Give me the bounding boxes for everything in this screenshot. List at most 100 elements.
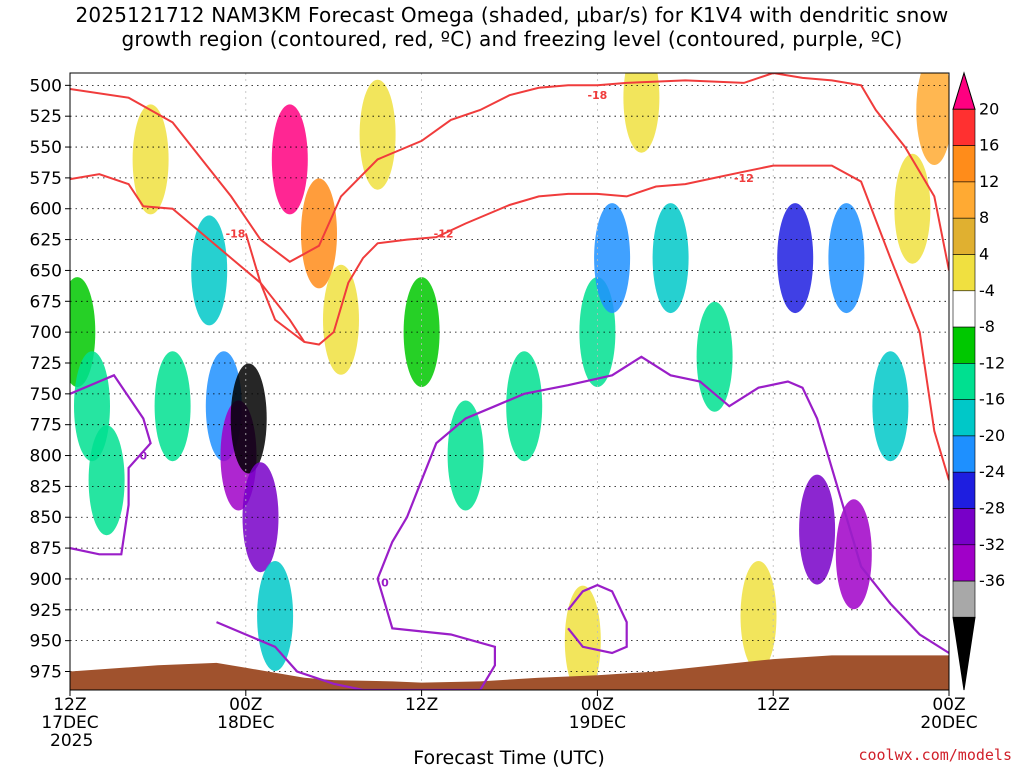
colorbar-swatch — [952, 254, 976, 292]
site-credit: coolwx.com/models — [858, 746, 1012, 764]
terrain — [70, 655, 949, 690]
x-tick-label: 12Z — [53, 695, 86, 715]
omega-cell — [154, 351, 191, 462]
freezing-contour — [70, 373, 152, 556]
y-tick-label: 800 — [30, 447, 62, 467]
gridlines — [70, 73, 949, 690]
dgz-contour-label: -12 — [734, 172, 754, 185]
x-tick-label: 17DEC — [41, 713, 98, 733]
omega-cell — [740, 561, 777, 671]
freezing-contour-label: 0 — [381, 577, 389, 590]
colorbar-label: 16 — [979, 136, 999, 155]
dgz-contour — [244, 233, 306, 343]
colorbar-label: 20 — [979, 99, 999, 118]
omega-cell — [696, 301, 733, 412]
y-tick-label: 950 — [30, 632, 62, 652]
colorbar-swatch — [952, 544, 976, 582]
y-tick-label: 675 — [30, 292, 62, 312]
omega-cell — [447, 400, 484, 511]
y-tick-label: 700 — [30, 323, 62, 343]
colorbar: 20 16 12 8 4 -4 -8 -12 -16 -20 -24 -28 -32 -36 — [952, 71, 1005, 691]
omega-cell — [132, 104, 169, 215]
dgz-contour-label: -18 — [226, 227, 246, 240]
freezing-contour — [567, 583, 628, 655]
freezing-contour — [216, 355, 949, 690]
y-tick-label: 625 — [30, 231, 62, 251]
colorbar-swatch — [952, 290, 976, 328]
colorbar-swatch — [952, 399, 976, 437]
x-axis-label: Forecast Time (UTC) — [413, 747, 604, 768]
x-tick-label: 00Z — [581, 695, 614, 715]
colorbar-swatch — [952, 145, 976, 183]
colorbar-bottom-arrow — [952, 616, 976, 691]
colorbar-swatch — [952, 580, 976, 618]
colorbar-label: -24 — [979, 462, 1005, 481]
y-tick-label: 525 — [30, 107, 62, 127]
omega-cell — [191, 215, 228, 326]
colorbar-label: 4 — [979, 245, 989, 264]
colorbar-label: -20 — [979, 426, 1005, 445]
colorbar-label: -28 — [979, 499, 1005, 518]
colorbar-swatch — [952, 363, 976, 400]
x-tick-label: 2025 — [50, 731, 93, 751]
contours: -18 -18 -12 -12 0 0 — [70, 73, 949, 690]
x-tick-label: 20DEC — [920, 713, 977, 733]
colorbar-label: -32 — [979, 535, 1005, 554]
colorbar-label: -4 — [979, 281, 995, 300]
omega-cell — [777, 203, 814, 314]
colorbar-top-arrow — [952, 71, 976, 110]
freezing-contour-label: 0 — [139, 450, 147, 463]
y-tick-label: 900 — [30, 570, 62, 590]
colorbar-swatch — [952, 471, 976, 509]
colorbar-label: -8 — [979, 317, 995, 336]
omega-cell — [242, 462, 279, 573]
y-tick-label: 825 — [30, 477, 62, 497]
omega-cell — [257, 561, 294, 671]
omega-cell — [271, 104, 308, 215]
omega-cell — [564, 585, 601, 690]
omega-cell — [835, 499, 872, 610]
omega-cell — [652, 203, 689, 314]
y-tick-label: 875 — [30, 539, 62, 559]
omega-cell — [872, 351, 909, 462]
omega-cell — [230, 363, 267, 474]
omega-shading — [70, 73, 949, 690]
colorbar-label: -36 — [979, 571, 1005, 590]
colorbar-swatch — [952, 508, 976, 546]
x-tick-label: 00Z — [932, 695, 965, 715]
omega-cell — [623, 73, 660, 153]
terrain-area — [70, 655, 949, 690]
y-tick-label: 650 — [30, 261, 62, 281]
y-tick-label: 500 — [30, 76, 62, 96]
omega-cell — [594, 203, 631, 314]
x-tick-label: 19DEC — [569, 713, 626, 733]
y-tick-label: 550 — [30, 138, 62, 158]
omega-cell — [506, 351, 543, 462]
y-tick-label: 600 — [30, 200, 62, 220]
x-tick-label: 00Z — [229, 695, 262, 715]
y-tick-label: 925 — [30, 601, 62, 621]
y-tick-label: 850 — [30, 508, 62, 528]
omega-cell — [301, 178, 337, 289]
colorbar-label: -12 — [979, 353, 1005, 372]
colorbar-swatch — [952, 326, 976, 364]
y-tick-label: 975 — [30, 662, 62, 682]
dgz-contour-label: -18 — [587, 89, 607, 102]
x-tick-label: 18DEC — [217, 713, 274, 733]
plot-frame — [69, 72, 950, 691]
omega-cell — [828, 203, 865, 314]
colorbar-swatch — [952, 181, 976, 219]
y-tick-label: 775 — [30, 416, 62, 436]
chart-title-line1: 2025121712 NAM3KM Forecast Omega (shaded… — [75, 3, 949, 27]
colorbar-swatch — [952, 217, 976, 255]
y-axis: 500 525 550 575 600 625 650 675 700 725 750 775 800 8… — [30, 76, 70, 682]
omega-cell — [323, 264, 359, 375]
omega-cell — [88, 425, 125, 536]
colorbar-swatch — [952, 435, 976, 473]
colorbar-label: -16 — [979, 390, 1005, 409]
y-tick-label: 725 — [30, 354, 62, 374]
dgz-contour-label: -12 — [434, 227, 454, 240]
omega-cell — [359, 79, 396, 190]
